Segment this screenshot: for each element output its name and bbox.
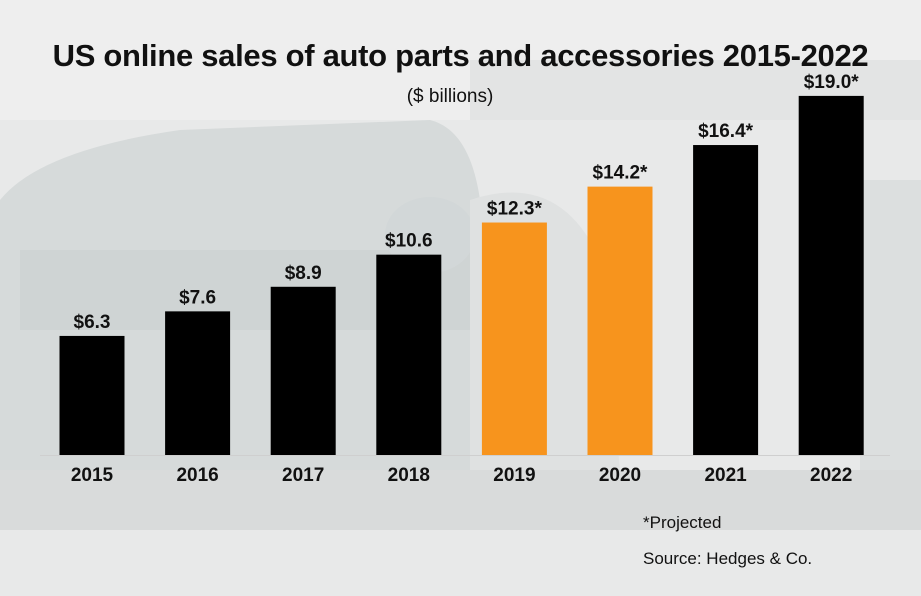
value-label-2020: $14.2* — [593, 163, 649, 184]
value-label-2021: $16.4* — [698, 121, 754, 142]
chart-subtitle: ($ billions) — [406, 86, 494, 107]
bar-2018 — [376, 254, 442, 455]
value-label-2018: $10.6 — [385, 231, 433, 252]
bar-2016 — [165, 311, 231, 455]
value-label-2022: $19.0* — [804, 72, 860, 93]
x-tick-label-2016: 2016 — [176, 465, 218, 486]
value-label-2019: $12.3* — [487, 199, 543, 220]
bar-2017 — [270, 286, 336, 455]
x-tick-label-2015: 2015 — [71, 465, 114, 486]
x-tick-label-2022: 2022 — [810, 465, 852, 486]
value-label-2017: $8.9 — [285, 263, 322, 284]
bar-2020 — [587, 186, 653, 455]
chart-title: US online sales of auto parts and access… — [52, 38, 869, 73]
x-tick-label-2020: 2020 — [599, 465, 641, 486]
value-label-2016: $7.6 — [179, 287, 216, 308]
projected-footnote: *Projected — [643, 513, 722, 532]
bar-2015 — [59, 335, 125, 455]
x-tick-label-2021: 2021 — [704, 465, 747, 486]
x-tick-label-2017: 2017 — [282, 465, 324, 486]
bar-2022 — [798, 95, 864, 456]
value-label-2015: $6.3 — [74, 312, 111, 333]
x-tick-label-2019: 2019 — [493, 465, 535, 486]
source-note: Source: Hedges & Co. — [643, 549, 813, 568]
bar-2021 — [693, 145, 759, 456]
x-tick-label-2018: 2018 — [388, 465, 430, 486]
bar-2019 — [481, 222, 547, 455]
